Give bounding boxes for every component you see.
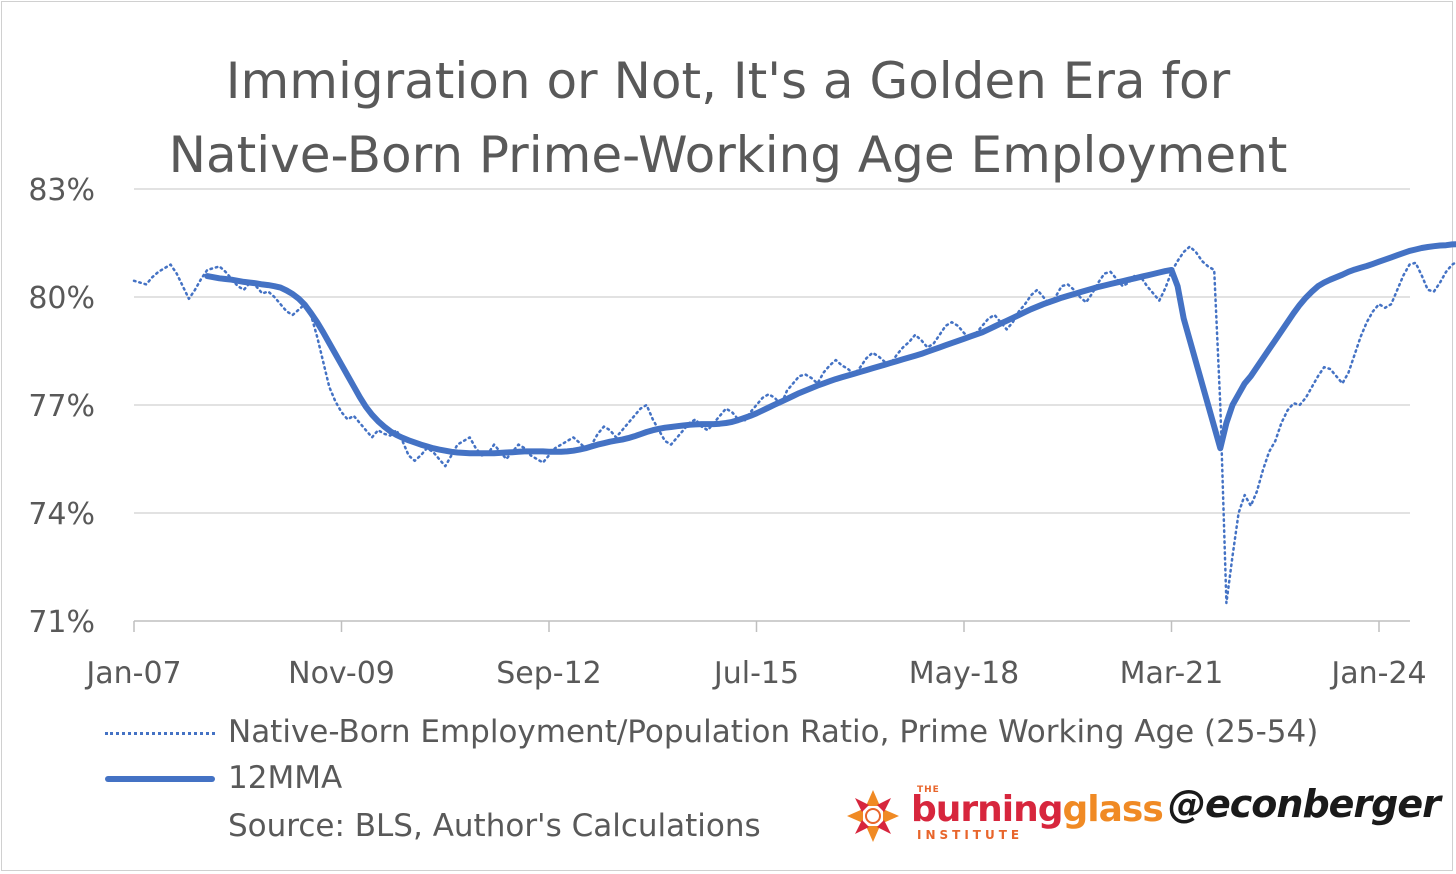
x-tick-label: Jul-15 [712,656,799,691]
series-line-employment-ratio [132,245,1456,605]
logo-word-glass: glass [1062,789,1164,830]
source-note: Source: BLS, Author's Calculations [228,808,761,844]
x-tick-label: Nov-09 [288,656,395,691]
legend-label-employment-ratio: Native-Born Employment/Population Ratio,… [228,714,1319,750]
burning-glass-logo-icon [847,790,899,842]
y-tick-label: 77% [28,389,95,424]
logo-wordmark: burningglass [911,789,1164,830]
logo-the: THE [917,785,940,795]
x-tick-label: May-18 [909,656,1020,691]
y-axis: 71% 74% 77% 80% 83% [28,173,95,640]
chart-title: Immigration or Not, It's a Golden Era fo… [0,44,1456,192]
chart-title-line-2: Native-Born Prime-Working Age Employment [168,126,1288,184]
legend-swatch-solid [105,776,215,782]
legend-label-12mma: 12MMA [228,760,343,796]
burning-glass-logo: THE burningglass INSTITUTE [845,785,1164,845]
y-tick-label: 71% [28,605,95,640]
logo-institute: INSTITUTE [917,828,1024,842]
series-layer [132,241,1456,605]
y-tick-label: 74% [28,497,95,532]
series-line-12mma [204,241,1456,457]
chart-title-line-1: Immigration or Not, It's a Golden Era fo… [225,52,1231,110]
y-tick-label: 83% [28,173,95,208]
x-tick-label: Jan-24 [1329,656,1426,691]
logo-word-burning: burning [911,789,1064,830]
x-tick-label: Mar-21 [1120,656,1224,691]
y-tick-label: 80% [28,281,95,316]
x-tick-label: Sep-12 [496,656,602,691]
author-handle: @econberger [1168,782,1441,826]
legend-swatch-dotted [105,732,215,735]
x-axis: Jan-07 Nov-09 Sep-12 Jul-15 May-18 Mar-21 Jan-… [84,620,1427,691]
x-tick-label: Jan-07 [84,656,181,691]
